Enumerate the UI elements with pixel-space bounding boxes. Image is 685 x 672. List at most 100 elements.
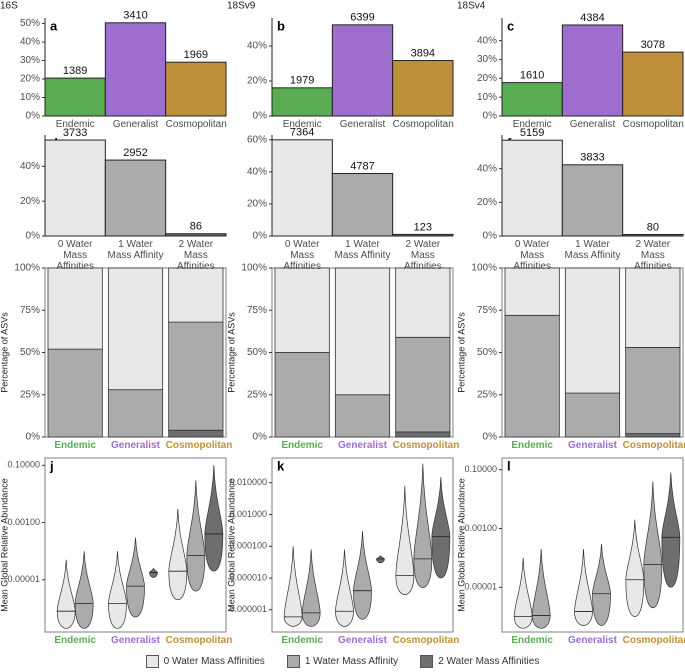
x-tick-label: Generalist [112,119,159,130]
y-tick-label: 75% [20,305,40,316]
y-tick-label: 100% [471,263,497,274]
y-tick-label: 20% [477,73,497,84]
y-tick-label: 20% [247,199,267,210]
violin [108,551,127,629]
bar-segment [395,267,451,338]
legend-label: 0 Water Mass Affinities [163,656,265,667]
count-label: 6399 [350,12,374,24]
panel-frame [501,457,684,633]
panel-frame [271,457,454,633]
x-tick-label: Generalist [568,635,617,646]
x-tick-label: Endemic [54,440,96,451]
legend-label: 2 Water Mass Affinities [438,656,540,667]
column-title: 18Sv4 [457,1,486,12]
y-axis-label: Mean Global Relative Abundance [0,478,9,612]
y-tick-label: 0% [253,231,268,242]
panel-letter: j [49,458,54,473]
violin [661,472,681,588]
y-axis-label: Percentage of ASVs [226,312,236,393]
bar-segment [47,267,103,350]
bar-segment [625,347,681,435]
y-tick-label: 30% [477,54,497,65]
legend-swatch [420,655,434,668]
y-tick-label: 0.001000 [229,509,267,519]
y-tick-label: 0.00100 [464,523,497,533]
y-tick-label: 0.00001 [7,574,40,584]
x-tick-label: 2 Water Mass Affinities [177,239,215,272]
bar-segment [504,314,560,438]
bar [501,139,563,237]
count-label: 1389 [63,65,87,77]
bar [271,139,333,237]
panel-letter: b [277,18,285,33]
x-tick-label: 0 Water Mass Affinities [56,239,94,272]
bar-segment [334,394,391,438]
count-label: 5159 [520,127,544,139]
y-tick-label: 0.10000 [464,464,497,474]
violin [74,551,94,629]
x-tick-label: 1 Water Mass Affinity [564,239,621,261]
count-label: 3078 [641,39,665,51]
y-tick-label: 20% [247,76,267,87]
legend: 0 Water Mass Affinities 1 Water Mass Affi… [0,655,685,668]
bar [44,77,106,117]
bar [501,82,563,117]
y-tick-label: 25% [20,389,40,400]
y-tick-label: 75% [477,305,497,316]
legend-item: 0 Water Mass Affinities [145,655,265,668]
bar-segment [564,392,621,438]
panel-letter: a [50,18,58,33]
bar-segment [168,429,224,438]
y-tick-label: 0.10000 [7,460,40,470]
bar [392,60,454,117]
bar [165,61,227,117]
bar [104,159,167,237]
x-tick-label: Cosmopolitan [622,119,684,130]
count-label: 1969 [184,49,208,61]
y-tick-label: 0% [26,432,41,443]
column-title: 18Sv9 [227,1,256,12]
x-tick-label: Generalist [338,440,387,451]
x-tick-label: 0 Water Mass Affinities [513,239,551,272]
y-axis-label: Mean Global Relative Abundance [226,478,236,612]
count-label: 3733 [63,127,87,139]
violin [574,548,593,626]
y-tick-label: 40% [477,35,497,46]
violin [149,567,158,578]
x-tick-label: Generalist [338,635,387,646]
y-tick-label: 40% [20,37,40,48]
panel-letter: l [507,458,511,473]
count-label: 1979 [290,75,314,87]
count-label: 3833 [580,152,604,164]
y-tick-label: 100% [14,263,40,274]
bar-segment [625,433,681,438]
y-tick-label: 0% [253,111,268,122]
bar-segment [274,267,330,353]
violin [168,508,188,601]
x-tick-label: 2 Water Mass Affinities [634,239,672,272]
x-tick-label: Cosmopolitan [622,440,685,451]
bar-segment [564,267,621,394]
violin [353,531,372,620]
violin [431,477,451,579]
count-label: 3410 [123,10,147,22]
violin [395,485,415,595]
x-tick-label: 1 Water Mass Affinity [334,239,391,261]
y-axis-label: Percentage of ASVs [456,312,466,393]
y-tick-label: 0.00001 [464,582,497,592]
violin [513,557,533,629]
x-tick-label: Generalist [569,119,616,130]
x-tick-label: Endemic [512,119,552,130]
y-tick-label: 10% [477,92,497,103]
panel-letter: k [277,458,285,473]
panel-frame [44,457,227,633]
violin [204,465,224,572]
y-tick-label: 0.00100 [7,517,40,527]
count-label: 4384 [580,12,604,24]
y-tick-label: 50% [20,18,40,29]
y-tick-label: 25% [247,389,267,400]
x-tick-label: Endemic [282,119,322,130]
y-tick-label: 100% [241,263,267,274]
bar-segment [47,348,103,438]
bar [561,24,624,117]
